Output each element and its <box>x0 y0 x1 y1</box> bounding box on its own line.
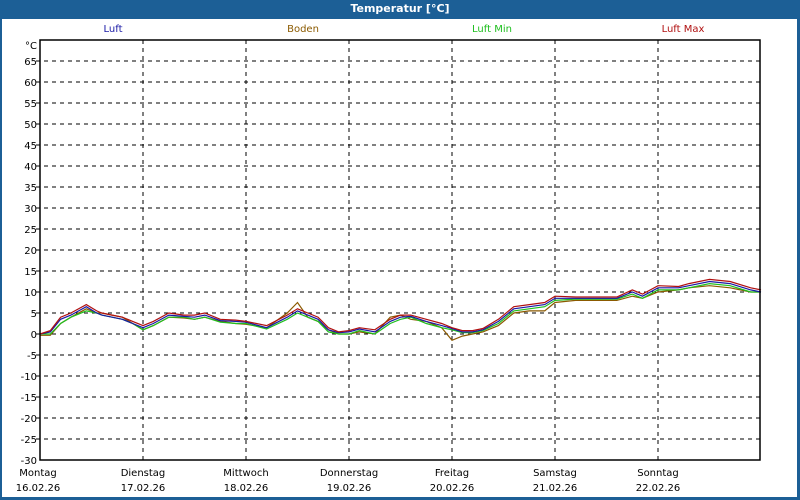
y-tick-label: 25 <box>24 225 37 236</box>
x-tick-date: 20.02.26 <box>430 483 475 494</box>
y-tick-label: 20 <box>24 246 37 257</box>
y-tick-label: 65 <box>24 57 37 68</box>
y-tick-label: 0 <box>31 330 37 341</box>
y-tick-label: 60 <box>24 78 37 89</box>
x-axis: Montag 16.02.26 Dienstag 17.02.26 Mittwoch 18… <box>16 468 681 494</box>
legend-luft-min: Luft Min <box>472 24 512 35</box>
data-series <box>39 278 762 342</box>
y-tick-label: -30 <box>21 456 37 467</box>
x-tick-date: 22.02.26 <box>636 483 681 494</box>
y-tick-label: -10 <box>21 372 37 383</box>
x-tick-day: Samstag <box>533 468 577 479</box>
series-luft-max <box>39 278 762 335</box>
window-title: Temperatur [°C] <box>0 0 800 19</box>
y-tick-label: 50 <box>24 120 37 131</box>
legend-luft-max: Luft Max <box>661 24 705 35</box>
x-tick-day: Donnerstag <box>320 468 378 479</box>
chart-grid <box>36 40 760 464</box>
chart-panel <box>2 19 797 497</box>
y-tick-label: 30 <box>24 204 37 215</box>
y-tick-label: 45 <box>24 141 37 152</box>
x-tick-date: 19.02.26 <box>327 483 372 494</box>
x-tick-day: Sonntag <box>637 468 679 479</box>
y-tick-label: 35 <box>24 183 37 194</box>
legend-boden: Boden <box>287 24 319 35</box>
x-tick-day: Dienstag <box>121 468 166 479</box>
x-tick-day: Freitag <box>435 468 469 479</box>
y-tick-label: 40 <box>24 162 37 173</box>
y-tick-label: -20 <box>21 414 37 425</box>
y-axis-unit: °C <box>25 41 37 52</box>
x-tick-date: 16.02.26 <box>16 483 61 494</box>
y-tick-label: 15 <box>24 267 37 278</box>
y-tick-label: -25 <box>21 435 37 446</box>
x-tick-date: 18.02.26 <box>224 483 269 494</box>
x-tick-date: 21.02.26 <box>533 483 578 494</box>
plot-border <box>39 39 761 461</box>
y-tick-label: -15 <box>21 393 37 404</box>
y-tick-label: 10 <box>24 288 37 299</box>
x-tick-date: 17.02.26 <box>121 483 166 494</box>
x-tick-day: Mittwoch <box>223 468 268 479</box>
y-tick-label: 5 <box>31 309 37 320</box>
y-tick-label: -5 <box>27 351 37 362</box>
legend-luft: Luft <box>103 24 123 35</box>
y-tick-label: 55 <box>24 99 37 110</box>
series-luft <box>39 280 762 335</box>
x-tick-day: Montag <box>19 468 56 479</box>
y-axis: °C 65605550454035302520151050-5-10-15-20… <box>21 41 37 467</box>
